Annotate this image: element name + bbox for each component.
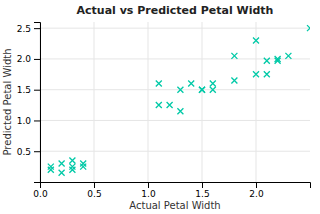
y-tick-mark <box>34 28 40 29</box>
x-tick-label: 1.5 <box>195 189 209 199</box>
y-tick-label: 1.0 <box>17 116 32 126</box>
grid-line-x <box>148 22 149 182</box>
grid-line-y <box>40 89 310 90</box>
y-tick-mark <box>34 90 40 91</box>
y-axis-line <box>34 23 41 183</box>
x-tick-label: 1.0 <box>141 189 156 199</box>
y-tick-mark <box>34 59 40 60</box>
point <box>156 102 162 108</box>
point <box>264 71 270 77</box>
y-tick: 1.5 <box>17 85 40 95</box>
x-tick: 2.0 <box>249 182 264 199</box>
point <box>210 81 216 87</box>
point <box>231 53 237 59</box>
y-tick-label: 0.5 <box>17 147 31 157</box>
y-tick-label: 2.0 <box>17 54 32 64</box>
x-tick: 1.5 <box>195 182 209 199</box>
y-tick-mark <box>34 120 40 121</box>
points <box>48 25 310 176</box>
x-tick: 0.0 <box>33 182 48 199</box>
point <box>69 164 75 170</box>
grid-line-x <box>256 22 257 182</box>
y-tick: 0.5 <box>17 147 40 157</box>
point <box>177 108 183 114</box>
point <box>264 58 270 64</box>
y-tick: 2.0 <box>17 54 40 64</box>
grid-line-y <box>40 120 310 121</box>
point <box>167 102 173 108</box>
y-tick: 2.5 <box>17 24 40 34</box>
chart: 0.0 0.5 1.0 1.5 2.0 0.5 1.0 1.5 2.0 2.5 Actual vs … <box>0 0 320 214</box>
x-tick: 1.0 <box>141 182 156 199</box>
plot: 0.0 0.5 1.0 1.5 2.0 0.5 1.0 1.5 2.0 2.5 <box>17 22 313 199</box>
grid-line-x <box>94 22 95 182</box>
x-tick-label: 0.5 <box>87 189 101 199</box>
point <box>156 81 162 87</box>
y-tick-label: 2.5 <box>17 24 31 34</box>
x-tick-mark <box>256 182 257 188</box>
y-tick: 1.0 <box>17 116 40 126</box>
y-tick-label: 1.5 <box>17 85 31 95</box>
grid-line-y <box>40 151 310 152</box>
x-tick: 0.5 <box>87 182 101 199</box>
point <box>80 161 86 167</box>
point <box>80 164 86 170</box>
x-tick-mark <box>94 182 95 188</box>
point <box>199 87 205 93</box>
y-tick-mark <box>34 151 40 152</box>
point <box>188 81 194 87</box>
x-axis-line <box>41 183 311 189</box>
x-tick-label: 0.0 <box>33 189 48 199</box>
point <box>59 161 65 167</box>
x-tick-mark <box>202 182 203 188</box>
point <box>69 167 75 173</box>
x-tick-label: 2.0 <box>249 189 264 199</box>
point <box>69 157 75 163</box>
grid-line-x <box>202 22 203 182</box>
point <box>199 87 205 93</box>
point <box>177 87 183 93</box>
x-axis-title: Actual Petal Width <box>129 200 220 211</box>
point <box>48 164 54 170</box>
point <box>253 71 259 77</box>
grid-line-y <box>40 28 310 29</box>
y-axis: 0.5 1.0 1.5 2.0 2.5 <box>17 23 41 183</box>
x-tick-mark <box>148 182 149 188</box>
y-axis-title: Predicted Petal Width <box>2 48 13 155</box>
point <box>210 87 216 93</box>
point <box>285 53 291 59</box>
point <box>231 77 237 83</box>
point <box>59 170 65 176</box>
point <box>307 25 310 31</box>
title: Actual vs Predicted Petal Width <box>77 4 274 17</box>
point <box>253 37 259 43</box>
point <box>275 58 281 64</box>
point <box>48 167 54 173</box>
grid <box>40 22 310 182</box>
x-axis: 0.0 0.5 1.0 1.5 2.0 <box>33 182 310 199</box>
